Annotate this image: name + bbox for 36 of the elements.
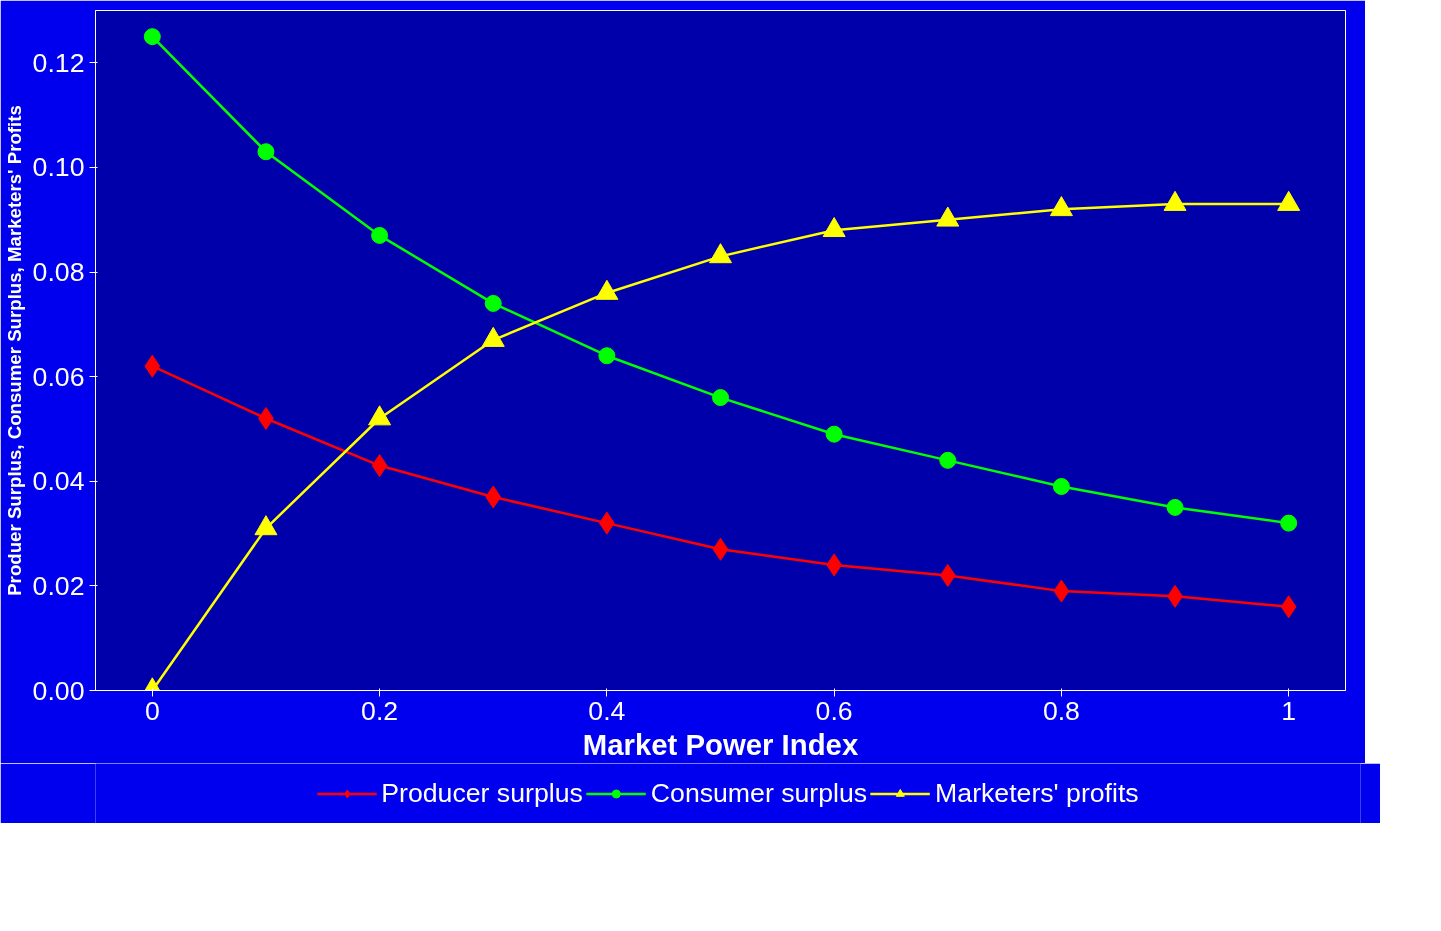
point	[712, 389, 729, 407]
y-tick-label: 0.10	[32, 152, 85, 183]
point	[1053, 579, 1070, 603]
point	[1052, 478, 1070, 495]
y-tick-label: 0.08	[32, 257, 85, 288]
point	[1280, 514, 1298, 532]
y-tick-label: 0.02	[32, 570, 85, 601]
legend-label: Consumer surplus	[650, 777, 868, 809]
y-tick-label: 0.06	[32, 361, 85, 392]
point	[371, 226, 389, 244]
x-tick-label: 0.6	[815, 695, 853, 726]
x-tick-label: 0.4	[588, 695, 626, 726]
point	[484, 294, 502, 312]
point	[144, 354, 161, 378]
point	[257, 143, 275, 161]
point	[825, 425, 843, 443]
y-axis-title: Produer Surplus, Consumer Surplus, Marketers' Profits	[3, 105, 25, 596]
legend-label: Marketers' profits	[935, 777, 1139, 809]
y-tick-label: 0.04	[32, 466, 85, 497]
x-axis-title: Market Power Index	[582, 727, 859, 761]
point	[1280, 595, 1297, 619]
y-tick-label: 0.00	[32, 675, 85, 706]
x-tick-label: 0.2	[361, 695, 399, 726]
point	[598, 347, 616, 365]
x-tick-label: 0	[144, 695, 160, 726]
legend-label: Producer surplus	[381, 777, 583, 809]
point	[1166, 498, 1184, 516]
point	[371, 454, 388, 478]
x-tick-label: 0.8	[1042, 695, 1080, 726]
point	[143, 28, 161, 46]
point	[712, 537, 729, 561]
point	[485, 485, 502, 509]
point	[939, 563, 956, 587]
point	[939, 451, 957, 469]
x-tick-label: 1	[1281, 695, 1297, 726]
y-tick-label: 0.12	[32, 47, 85, 78]
